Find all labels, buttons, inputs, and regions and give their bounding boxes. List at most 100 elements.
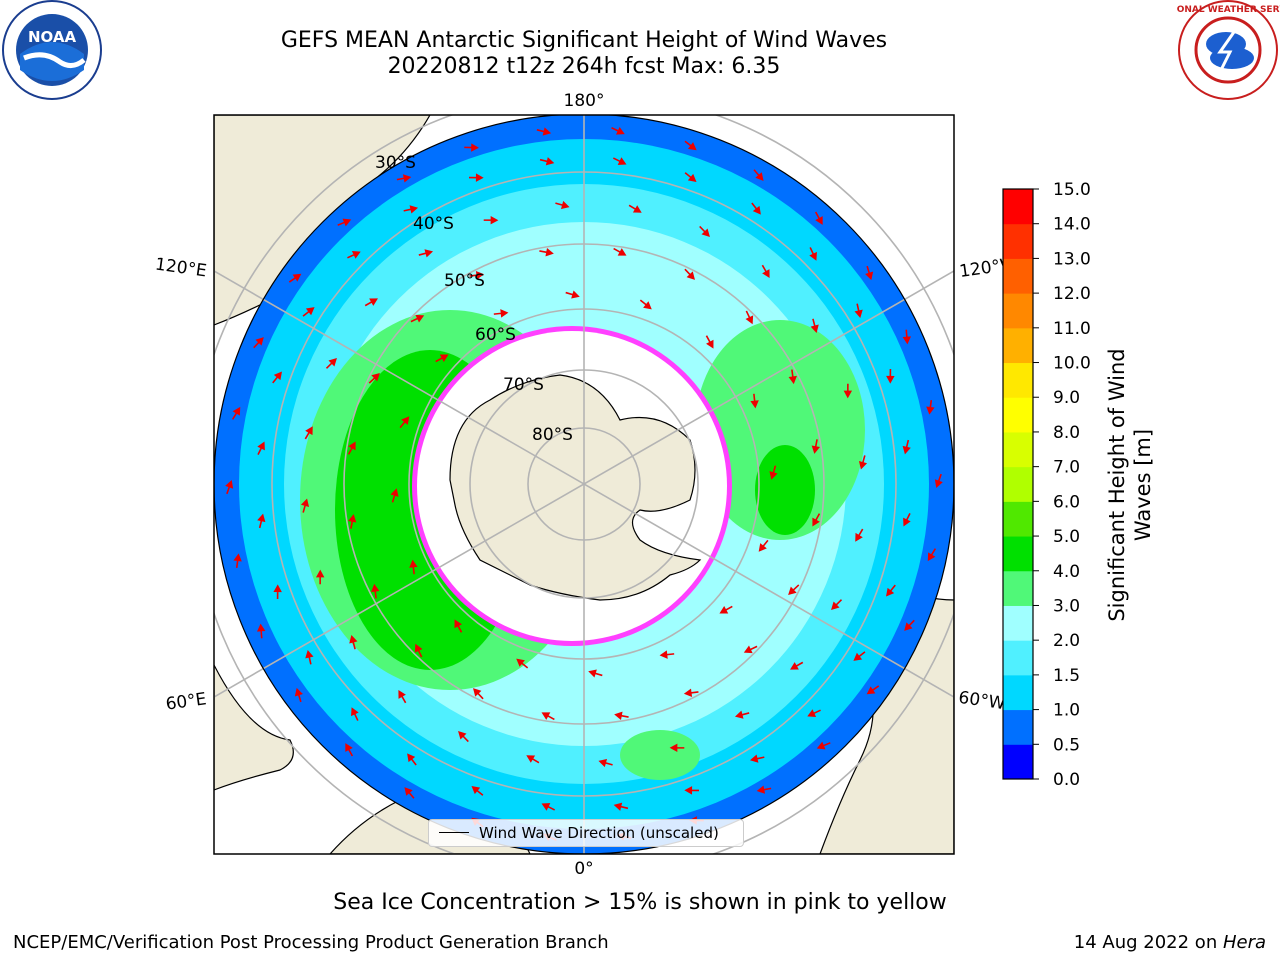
colorbar-tick-label: 9.0: [1053, 388, 1080, 408]
colorbar-swatch: [1003, 327, 1033, 364]
wave-direction-arrow: [390, 488, 399, 503]
colorbar-swatch: [1003, 744, 1033, 780]
wave-direction-arrow: [473, 688, 484, 700]
colorbar-frame: [1002, 188, 1034, 780]
wave-direction-arrow: [536, 127, 552, 136]
wave-direction-arrow: [788, 369, 797, 385]
colorbar-tick-label: 3.0: [1053, 596, 1080, 616]
colorbar-title: Significant Height of Wind Waves [m]: [1104, 295, 1156, 675]
lon-label-top: 180°: [564, 91, 605, 111]
wave-direction-arrow: [368, 373, 380, 384]
wave-direction-arrow: [337, 218, 352, 227]
wave-direction-arrow: [684, 268, 695, 280]
colorbar: 0.0 0.5 1.0 1.5 2.0 3.0 4.0 5.0 6.0 7.0 8.0 9.0 10.0…: [1002, 180, 1091, 790]
colorbar-swatch: [1003, 674, 1033, 711]
lat-label-60s: 60°S: [475, 325, 516, 345]
wave-direction-arrow: [790, 661, 804, 670]
wave-direction-arrow: [598, 758, 613, 768]
wave-direction-arrow: [902, 329, 912, 345]
wave-direction-arrow: [403, 205, 419, 214]
wave-direction-arrow: [858, 455, 868, 470]
wave-direction-arrow: [811, 439, 820, 454]
colorbar-swatch: [1003, 709, 1033, 745]
wave-direction-arrow: [371, 583, 380, 599]
wave-direction-arrow: [769, 465, 778, 480]
chart-title: GEFS MEAN Antarctic Significant Height o…: [280, 28, 888, 53]
wave-direction-arrow: [539, 157, 555, 166]
wave-direction-arrow: [810, 318, 819, 334]
colorbar-swatch: [1003, 570, 1033, 606]
wave-direction-arrow: [302, 307, 315, 317]
wave-direction-arrow: [684, 172, 697, 182]
wave-direction-arrow: [865, 265, 874, 281]
colorbar-swatch: [1003, 431, 1033, 468]
wave-direction-arrow: [253, 337, 264, 349]
wave-direction-arrow: [418, 249, 434, 258]
wave-direction-arrow: [753, 169, 764, 181]
wave-direction-arrow: [831, 599, 843, 610]
wave-direction-arrow: [659, 650, 675, 659]
wave-direction-arrow: [348, 514, 357, 529]
chart-subtitle: 20220812 t12z 264h fcst Max: 6.35: [387, 54, 781, 79]
colorbar-swatch: [1003, 293, 1033, 329]
colorbar-swatch: [1003, 362, 1033, 398]
legend-label: Wind Wave Direction (unscaled): [479, 824, 719, 842]
colorbar-tick-label: 0.5: [1053, 735, 1080, 755]
wave-direction-arrow: [743, 645, 758, 654]
wave-direction-arrow: [719, 605, 733, 614]
wave-direction-arrow: [407, 753, 417, 766]
colorbar-tick-label: 12.0: [1053, 284, 1091, 304]
wave-direction-arrow: [588, 669, 603, 678]
wave-direction-arrow: [705, 335, 714, 349]
wave-direction-arrow: [904, 619, 915, 631]
wave-direction-arrow: [305, 649, 314, 665]
wave-direction-arrow: [398, 690, 407, 704]
wave-direction-arrow: [409, 559, 418, 575]
wave-direction-arrow: [809, 247, 817, 261]
credit-system: Hera: [1222, 932, 1266, 953]
wave-direction-arrow: [273, 584, 282, 600]
colorbar-swatch: [1003, 536, 1033, 572]
sea-ice-note: Sea Ice Concentration > 15% is shown in …: [333, 890, 947, 915]
wave-direction-arrow: [750, 393, 759, 409]
colorbar-swatch: [1003, 189, 1033, 225]
wave-direction-arrow: [628, 204, 642, 213]
wave-direction-arrow: [541, 803, 556, 811]
wave-direction-arrow: [854, 303, 863, 319]
wave-direction-arrow: [414, 643, 423, 658]
wave-direction-arrow: [458, 731, 469, 743]
wave-direction-arrow: [526, 755, 540, 764]
wave-direction-arrow: [539, 248, 554, 257]
colorbar-title-line1: Significant Height of Wind: [1105, 348, 1129, 622]
wave-direction-arrow: [886, 584, 896, 597]
wave-direction-arrow: [272, 371, 282, 384]
wave-direction-arrow: [866, 685, 880, 695]
wave-direction-arrow: [231, 406, 241, 420]
wave-direction-arrow: [807, 709, 821, 717]
wave-direction-arrow: [404, 787, 415, 799]
wave-direction-arrow: [294, 687, 303, 703]
wave-direction-arrow: [684, 786, 700, 795]
wave-direction-arrow: [886, 368, 895, 384]
colorbar-tick-label: 6.0: [1053, 492, 1080, 512]
wave-direction-arrow: [468, 173, 484, 182]
legend-line-icon: [439, 832, 469, 833]
lon-label-bottom: 0°: [574, 859, 593, 879]
wave-direction-arrow: [745, 310, 754, 325]
colorbar-swatch: [1003, 223, 1033, 259]
lon-label-lower-left: 60°E: [165, 689, 208, 714]
wave-direction-arrow: [855, 528, 864, 542]
wave-direction-arrow: [639, 299, 652, 310]
colorbar-swatch: [1003, 258, 1033, 294]
wave-direction-arrow: [756, 785, 772, 794]
wave-direction-arrow: [257, 441, 265, 456]
wave-direction-arrow: [399, 416, 410, 429]
wave-direction-arrow: [749, 754, 765, 763]
svg-text:NATIONAL WEATHER SERVICE: NATIONAL WEATHER SERVICE: [1176, 5, 1280, 15]
wave-direction-arrow: [812, 513, 821, 527]
wave-direction-arrow: [471, 786, 484, 796]
lat-label-70s: 70°S: [503, 375, 544, 395]
wave-direction-arrow: [555, 200, 570, 210]
colorbar-swatch: [1003, 466, 1033, 502]
